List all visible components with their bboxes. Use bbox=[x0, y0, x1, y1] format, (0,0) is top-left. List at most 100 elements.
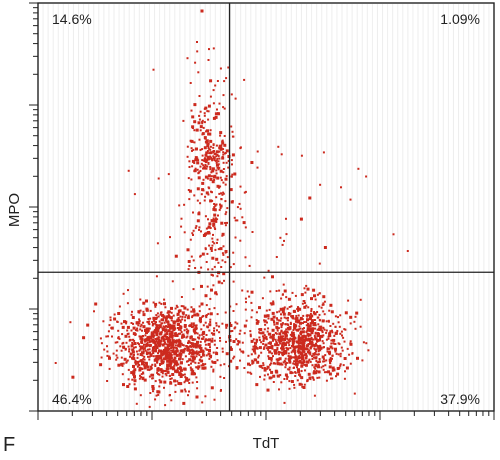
data-point bbox=[293, 309, 296, 312]
data-point bbox=[207, 174, 211, 178]
data-point bbox=[235, 367, 238, 370]
data-point bbox=[151, 377, 154, 380]
data-point bbox=[351, 352, 354, 355]
data-point bbox=[313, 394, 316, 397]
data-point bbox=[227, 166, 230, 169]
data-point bbox=[266, 330, 269, 333]
data-point bbox=[164, 333, 167, 336]
data-point bbox=[210, 156, 213, 159]
data-point bbox=[167, 323, 171, 327]
data-point bbox=[251, 309, 254, 312]
data-point bbox=[163, 386, 165, 389]
data-point bbox=[312, 371, 316, 375]
data-point bbox=[283, 239, 285, 242]
data-point bbox=[135, 321, 139, 325]
data-point bbox=[261, 367, 264, 370]
data-point bbox=[303, 350, 306, 353]
data-point bbox=[316, 345, 319, 348]
data-point bbox=[328, 309, 331, 312]
data-point bbox=[288, 366, 291, 369]
data-point bbox=[180, 296, 183, 298]
data-point bbox=[171, 373, 175, 376]
data-point bbox=[166, 370, 170, 374]
data-point bbox=[146, 348, 149, 351]
data-point bbox=[311, 340, 314, 343]
data-point bbox=[245, 319, 248, 322]
data-point bbox=[222, 272, 226, 276]
data-point bbox=[178, 344, 180, 347]
data-point bbox=[123, 346, 126, 349]
data-point bbox=[279, 362, 283, 366]
data-point bbox=[315, 350, 318, 353]
data-point bbox=[202, 352, 205, 355]
data-point bbox=[212, 233, 214, 236]
data-point bbox=[298, 344, 301, 347]
data-point bbox=[236, 219, 239, 222]
data-point bbox=[300, 383, 303, 386]
data-point bbox=[213, 339, 216, 342]
data-point bbox=[137, 324, 140, 327]
data-point bbox=[338, 343, 341, 346]
data-point bbox=[323, 328, 326, 331]
data-point bbox=[182, 119, 185, 122]
data-point bbox=[147, 338, 151, 342]
data-point bbox=[191, 338, 195, 342]
data-point bbox=[202, 335, 205, 338]
data-point bbox=[263, 328, 266, 331]
data-point bbox=[185, 314, 188, 317]
data-point bbox=[285, 362, 288, 364]
data-point bbox=[301, 318, 304, 321]
data-point bbox=[218, 147, 221, 150]
data-point bbox=[140, 367, 143, 370]
data-point bbox=[133, 193, 136, 196]
data-point bbox=[280, 351, 283, 354]
data-point bbox=[161, 343, 165, 347]
data-point bbox=[215, 324, 218, 327]
data-point bbox=[203, 199, 206, 202]
data-point bbox=[219, 169, 223, 173]
data-point bbox=[176, 368, 179, 371]
data-point bbox=[212, 102, 215, 105]
data-point bbox=[190, 335, 193, 338]
data-point bbox=[315, 356, 318, 359]
data-point bbox=[264, 323, 267, 326]
data-point bbox=[277, 145, 280, 148]
data-point bbox=[267, 349, 270, 351]
data-point bbox=[139, 309, 142, 312]
data-point bbox=[329, 357, 332, 360]
data-point bbox=[174, 334, 178, 337]
data-point bbox=[245, 301, 247, 304]
data-point bbox=[186, 57, 189, 60]
data-point bbox=[343, 357, 347, 360]
data-point bbox=[196, 312, 199, 315]
data-point bbox=[329, 325, 332, 327]
data-point bbox=[308, 314, 311, 317]
data-point bbox=[211, 169, 215, 173]
data-point bbox=[157, 349, 160, 352]
data-point bbox=[306, 378, 309, 381]
data-point bbox=[183, 329, 186, 332]
data-point bbox=[182, 401, 186, 405]
data-point bbox=[151, 321, 154, 324]
data-point bbox=[118, 305, 121, 308]
data-point bbox=[201, 133, 204, 136]
data-point bbox=[274, 350, 277, 353]
data-point bbox=[148, 369, 151, 371]
data-point bbox=[108, 324, 111, 327]
data-point bbox=[169, 324, 173, 328]
data-point bbox=[213, 179, 216, 181]
data-point bbox=[313, 334, 316, 337]
data-point bbox=[178, 323, 180, 326]
data-point bbox=[317, 353, 319, 356]
data-point bbox=[216, 218, 219, 221]
data-point bbox=[334, 331, 338, 335]
data-point bbox=[299, 321, 302, 325]
data-point bbox=[142, 357, 145, 360]
data-point bbox=[187, 364, 190, 366]
data-point bbox=[251, 360, 255, 364]
data-point bbox=[202, 234, 206, 237]
data-point bbox=[347, 299, 350, 302]
data-point bbox=[172, 366, 175, 369]
data-point bbox=[176, 314, 179, 317]
data-point bbox=[318, 318, 321, 321]
